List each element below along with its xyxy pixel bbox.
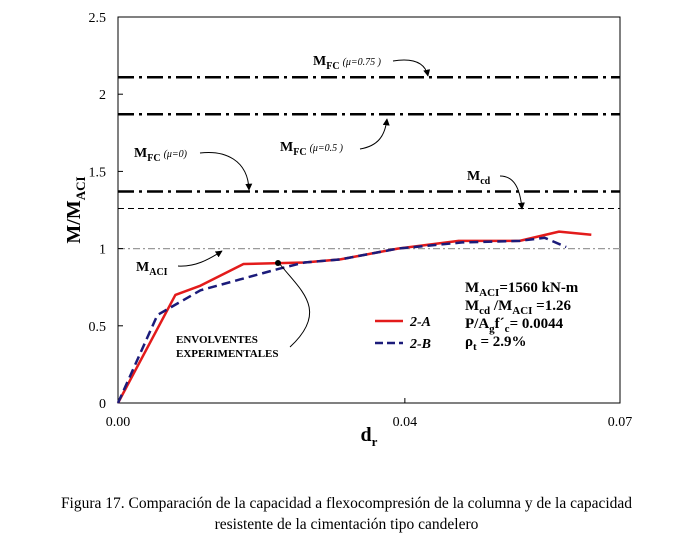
label-mcd: Mcd [467, 169, 491, 187]
arrow-mfc0 [199, 151, 253, 191]
x-axis: 0.00 0.04 0.07 [106, 398, 633, 430]
y-axis: 0 0.5 1 1.5 2 2.5 [89, 11, 123, 412]
arrow-envelope [278, 262, 311, 348]
chart: 0 0.5 1 1.5 2 2.5 0.00 0.04 0.07 MFC (μ=0.75 ) M… [63, 11, 633, 449]
plot-area [117, 16, 621, 404]
arrow-mcd [499, 175, 525, 210]
series-group [116, 230, 592, 404]
label-maci: MACI [136, 260, 168, 278]
caption-line-2: resistente de la cimentación tipo candel… [214, 516, 479, 533]
series-2-A [116, 230, 592, 404]
arrow-mfc05 [359, 118, 390, 150]
y-axis-title: M/MACI [63, 176, 88, 243]
y-tick-label-3: 1.5 [89, 165, 107, 180]
series-2-B [116, 236, 567, 404]
arrow-mfc075 [392, 59, 431, 77]
x-tick-label-1: 0.04 [393, 415, 418, 430]
stats-line-1: Mcd /MACI =1.26 [465, 298, 571, 317]
legend-label-2a: 2-A [409, 315, 431, 330]
y-tick-label-5: 2.5 [89, 11, 107, 26]
label-envelope-1: ENVOLVENTES [176, 334, 258, 346]
y-tick-label-1: 0.5 [89, 320, 107, 335]
legend: 2-A 2-B [375, 315, 431, 352]
caption-line-1: Figura 17. Comparación de la capacidad a… [60, 495, 633, 512]
label-mfc075: MFC (μ=0.75 ) [313, 54, 382, 72]
stats-line-0: MACI=1560 kN-m [465, 280, 579, 299]
arrow-maci [177, 250, 223, 267]
reference-lines [118, 75, 620, 250]
label-mfc0: MFC (μ=0) [134, 146, 188, 164]
label-envelope-2: EXPERIMENTALES [176, 348, 278, 360]
y-tick-label-4: 2 [99, 88, 106, 103]
figure-caption: Figura 17. Comparación de la capacidad a… [0, 493, 693, 535]
envelope-point [275, 260, 281, 266]
x-tick-label-0: 0.00 [106, 415, 131, 430]
stats-line-3: ρt = 2.9% [465, 334, 527, 353]
stats-line-2: P/Agf´c= 0.0044 [465, 316, 564, 335]
y-tick-label-0: 0 [99, 397, 106, 412]
x-axis-title: dr [361, 424, 378, 449]
x-tick-label-2: 0.07 [608, 415, 633, 430]
legend-label-2b: 2-B [409, 337, 431, 352]
label-mfc05: MFC (μ=0.5 ) [280, 140, 344, 158]
y-tick-label-2: 1 [99, 243, 106, 258]
